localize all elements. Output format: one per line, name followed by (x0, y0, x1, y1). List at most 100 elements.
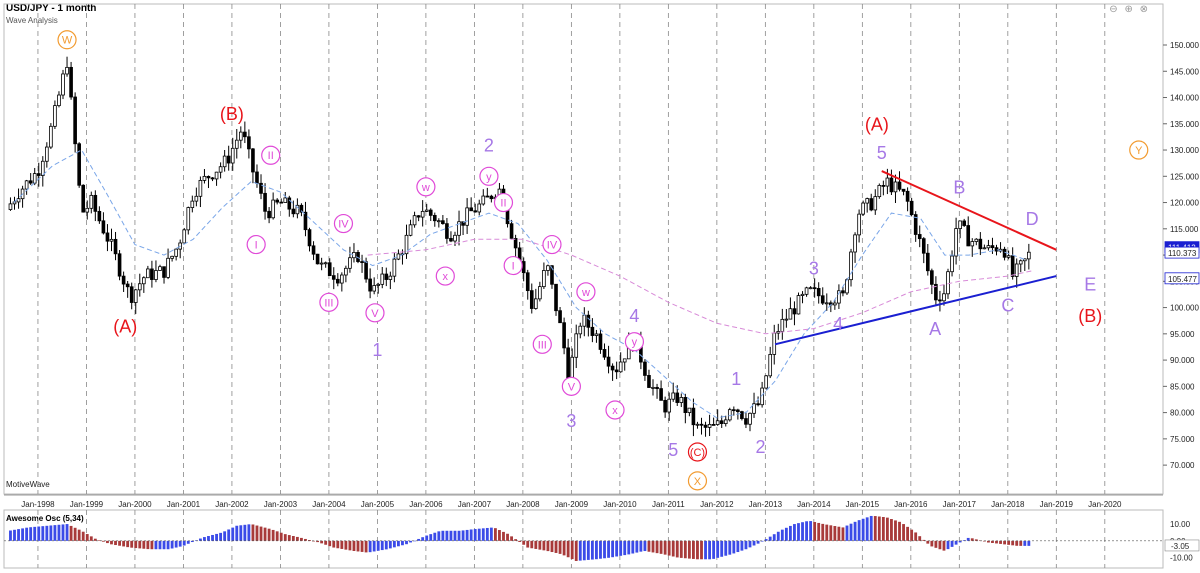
oscillator-bar (126, 540, 130, 548)
wave-label-circle (1129, 140, 1149, 160)
candle-body (881, 185, 886, 187)
candle-body (719, 420, 724, 424)
oscillator-bar (457, 530, 461, 541)
wave-label: (B) (1078, 306, 1102, 326)
zoom-out-icon[interactable]: ⊖ (1109, 4, 1120, 15)
wave-label: (A) (865, 114, 889, 134)
oscillator-bar (647, 540, 651, 552)
wave-label-text: III (538, 339, 547, 351)
candle-body (994, 247, 999, 252)
x-tick-label: Jan-2002 (215, 500, 249, 509)
wave-label: (B) (220, 104, 244, 124)
candle-body (255, 171, 259, 184)
candle-body (950, 255, 954, 273)
wave-label-circle (246, 234, 266, 255)
oscillator-bar (946, 540, 950, 550)
oscillator-bar (275, 531, 279, 541)
candle-body (16, 198, 21, 203)
oscillator-bar (122, 540, 126, 547)
candle-body (921, 238, 926, 254)
oscillator-bar (9, 530, 12, 541)
candle-body (259, 182, 263, 194)
candle-body (740, 411, 744, 419)
oscillator-bar (510, 536, 513, 541)
oscillator-bar (437, 531, 441, 541)
oscillator-bar (235, 525, 239, 541)
wave-label: (A) (113, 316, 137, 336)
y-tick-label: 80.000 (1170, 409, 1195, 418)
candle-body (808, 287, 813, 290)
candle-body (158, 266, 162, 271)
wave-label-text: (C) (690, 447, 705, 459)
wave-label-circle (493, 192, 514, 213)
x-tick-label: Jan-2019 (1040, 500, 1074, 509)
candle-body (1010, 255, 1015, 277)
wave-label-circle (542, 234, 562, 255)
candle-body (723, 419, 728, 424)
oscillator-bar (336, 540, 340, 549)
oscillator-bar (89, 536, 93, 541)
oscillator-bar (659, 540, 663, 554)
candle-body (210, 177, 215, 180)
oscillator-bar (162, 540, 166, 550)
candle-body (380, 273, 385, 285)
wave-label-text: III (324, 297, 333, 309)
oscillator-bar (21, 528, 25, 541)
oscillator-tick-label: 10.00 (1170, 520, 1191, 529)
candle-body (28, 180, 33, 184)
candle-body (214, 171, 219, 180)
wave-label-text: x (612, 405, 618, 417)
oscillator-bar (110, 540, 113, 545)
y-tick-label: 100.000 (1170, 304, 1199, 313)
candle-body (853, 234, 857, 253)
zoom-in-icon[interactable]: ⊕ (1124, 4, 1135, 15)
oscillator-bar (821, 523, 825, 541)
candle-body (57, 94, 61, 107)
y-tick-label: 125.000 (1170, 172, 1199, 181)
oscillator-bar (881, 516, 885, 541)
y-tick-label: 150.000 (1170, 41, 1199, 50)
oscillator-bar (308, 540, 311, 541)
oscillator-bar (546, 540, 550, 552)
candle-body (113, 238, 118, 255)
oscillator-bar (198, 538, 202, 541)
price-badge (1164, 246, 1200, 259)
candle-body (364, 261, 368, 280)
price-badge-label: 105.477 (1168, 275, 1197, 284)
oscillator-bar (49, 525, 53, 541)
candle-body (323, 262, 328, 265)
candle-body (784, 318, 789, 321)
close-icon[interactable]: ⊗ (1139, 4, 1150, 15)
candle-body (85, 207, 90, 213)
wave-label-text: Y (1135, 145, 1143, 157)
candle-body (202, 175, 207, 181)
wave-label: II (493, 192, 514, 213)
x-tick-label: Jan-2013 (749, 500, 783, 509)
wave-label: y (479, 166, 499, 186)
candle-body (24, 180, 29, 190)
candle-body (267, 210, 271, 219)
candle-body (570, 356, 574, 380)
candle-body (77, 143, 81, 186)
wave-label-text: 1 (372, 340, 382, 360)
wave-label: x (605, 400, 625, 420)
oscillator-bar (700, 540, 703, 560)
oscillator-bar (465, 529, 469, 541)
oscillator-bar (890, 519, 893, 541)
candle-body (327, 262, 332, 277)
oscillator-bar (291, 535, 295, 541)
oscillator-bar (77, 529, 81, 541)
candle-body (222, 155, 227, 168)
candle-body (845, 279, 849, 294)
candle-body (610, 365, 615, 371)
oscillator-bar (61, 524, 65, 541)
candle-body (715, 420, 720, 425)
oscillator-bar (663, 540, 667, 555)
wave-label: 3 (566, 411, 576, 431)
oscillator-bar (570, 540, 574, 560)
oscillator-bar (267, 528, 271, 541)
candle-body (1018, 260, 1023, 265)
candle-body (271, 199, 275, 219)
candle-body (534, 298, 538, 309)
